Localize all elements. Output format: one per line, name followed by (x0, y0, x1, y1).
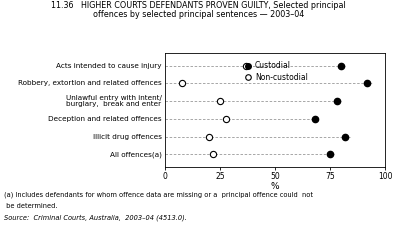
Text: Illicit drug offences: Illicit drug offences (93, 134, 162, 140)
Text: Unlawful entry with intent/
burglary,  break and enter: Unlawful entry with intent/ burglary, br… (66, 95, 162, 107)
Text: Custodial: Custodial (255, 61, 291, 70)
Text: 11.36   HIGHER COURTS DEFENDANTS PROVEN GUILTY, Selected principal: 11.36 HIGHER COURTS DEFENDANTS PROVEN GU… (51, 1, 346, 10)
Text: Non-custodial: Non-custodial (255, 73, 308, 82)
Text: All offences(a): All offences(a) (110, 151, 162, 158)
Text: Source:  Criminal Courts, Australia,  2003–04 (4513.0).: Source: Criminal Courts, Australia, 2003… (4, 215, 187, 221)
Text: offences by selected principal sentences — 2003–04: offences by selected principal sentences… (93, 10, 304, 19)
Text: be determined.: be determined. (4, 203, 58, 209)
Text: Acts intended to cause injury: Acts intended to cause injury (56, 63, 162, 69)
X-axis label: %: % (271, 182, 279, 191)
Text: Robbery, extortion and related offences: Robbery, extortion and related offences (18, 81, 162, 86)
Text: Deception and related offences: Deception and related offences (48, 116, 162, 122)
Text: (a) Includes defendants for whom offence data are missing or a  principal offenc: (a) Includes defendants for whom offence… (4, 192, 313, 198)
